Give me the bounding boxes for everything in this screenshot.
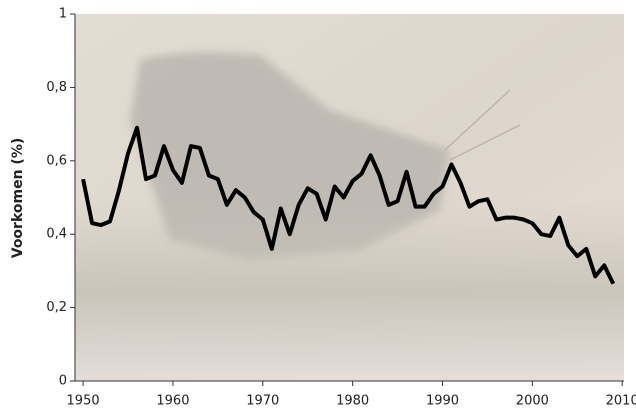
y-tick-label: 1 bbox=[59, 7, 67, 22]
x-tick-label: 2010 bbox=[606, 394, 636, 409]
x-tick-label: 1990 bbox=[426, 394, 459, 409]
y-axis-label: Voorkomen (%) bbox=[10, 138, 26, 259]
x-tick-label: 1960 bbox=[156, 394, 189, 409]
x-tick-label: 2000 bbox=[516, 394, 549, 409]
x-tick-label: 1980 bbox=[336, 394, 369, 409]
y-tick-label: 0 bbox=[59, 374, 67, 389]
y-tick-label: 0,6 bbox=[46, 153, 67, 168]
y-tick-label: 0,2 bbox=[46, 300, 67, 315]
x-tick-label: 1950 bbox=[67, 394, 100, 409]
background-photo bbox=[75, 14, 624, 381]
x-tick-label: 1970 bbox=[246, 394, 279, 409]
y-tick-label: 0,8 bbox=[46, 80, 67, 95]
y-tick-label: 0,4 bbox=[46, 227, 67, 242]
line bbox=[81, 125, 616, 285]
